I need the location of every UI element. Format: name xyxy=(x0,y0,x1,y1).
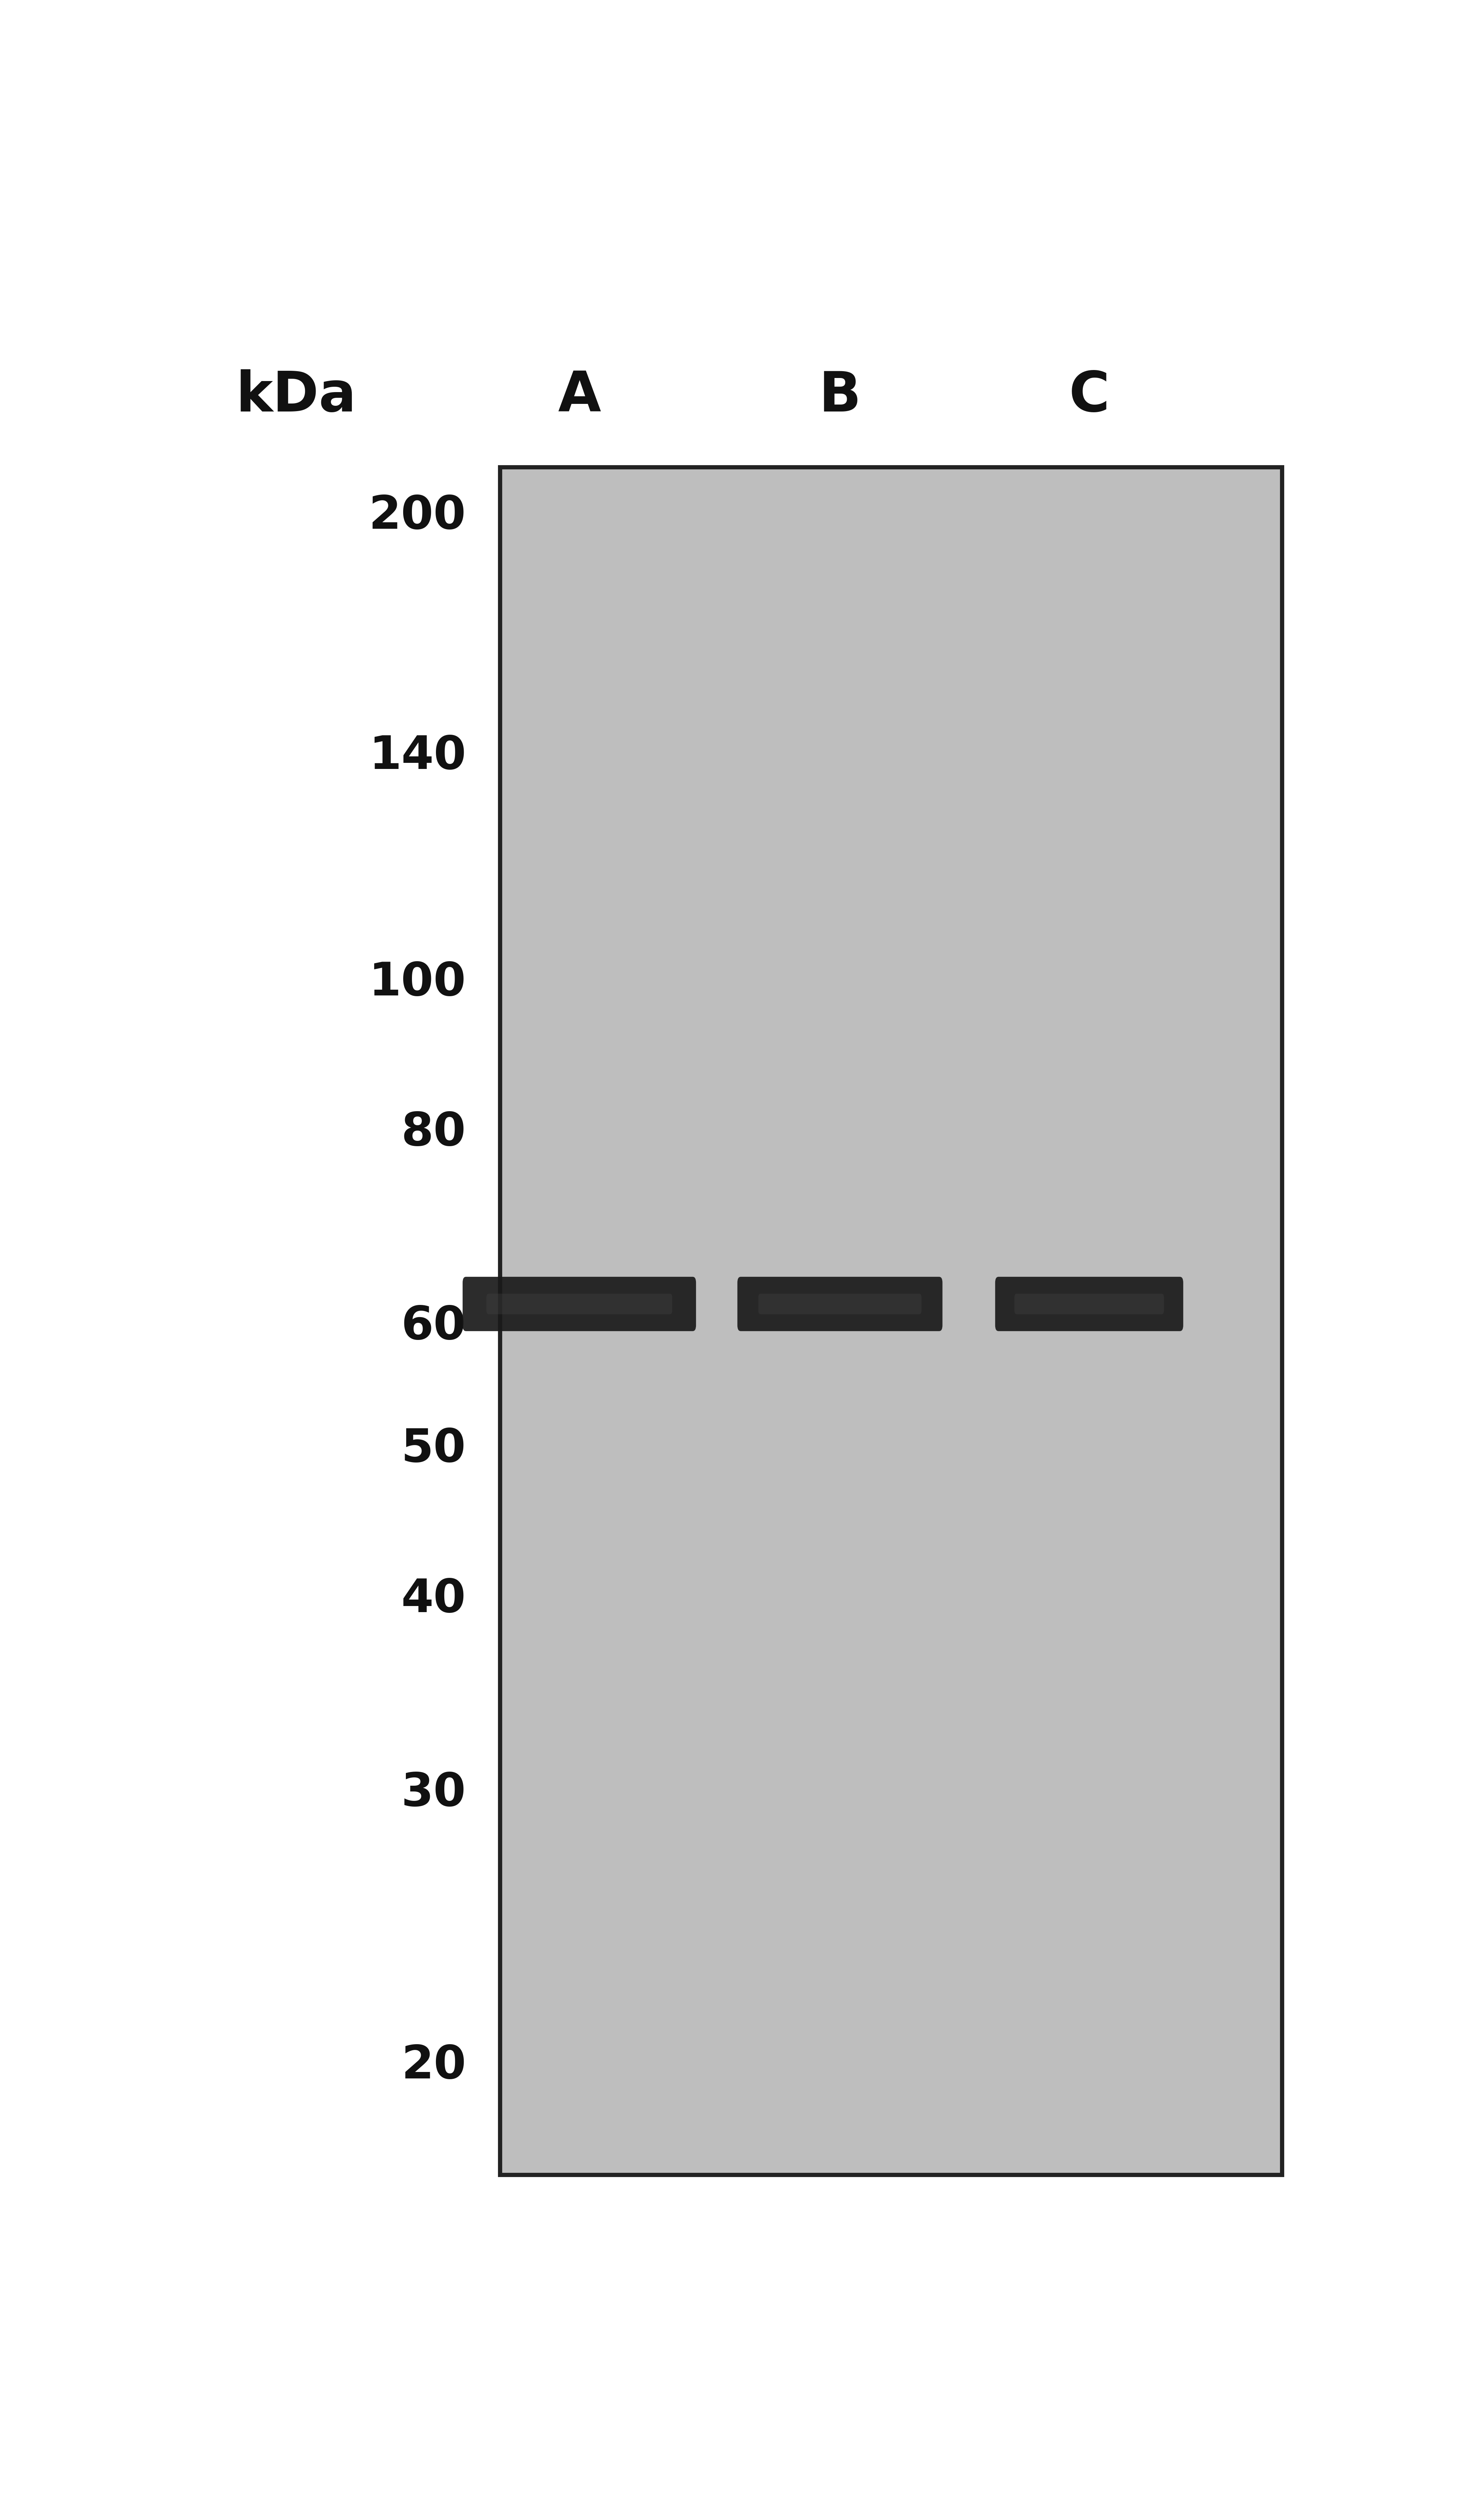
Text: A: A xyxy=(558,368,601,423)
FancyBboxPatch shape xyxy=(759,1293,921,1315)
Text: C: C xyxy=(1069,368,1110,423)
Text: 80: 80 xyxy=(401,1111,466,1154)
Text: 60: 60 xyxy=(401,1303,466,1348)
FancyBboxPatch shape xyxy=(737,1278,943,1331)
Text: B: B xyxy=(819,368,861,423)
Bar xyxy=(500,466,1282,2175)
FancyBboxPatch shape xyxy=(996,1278,1183,1331)
Text: 200: 200 xyxy=(368,494,466,539)
Text: 20: 20 xyxy=(401,2044,466,2087)
Text: 50: 50 xyxy=(401,1426,466,1472)
FancyBboxPatch shape xyxy=(1015,1293,1164,1315)
Text: 30: 30 xyxy=(401,1772,466,1814)
Text: 140: 140 xyxy=(368,733,466,779)
Text: kDa: kDa xyxy=(235,368,357,423)
FancyBboxPatch shape xyxy=(487,1293,673,1315)
Text: 100: 100 xyxy=(368,960,466,1005)
FancyBboxPatch shape xyxy=(462,1278,696,1331)
Text: 40: 40 xyxy=(401,1578,466,1620)
